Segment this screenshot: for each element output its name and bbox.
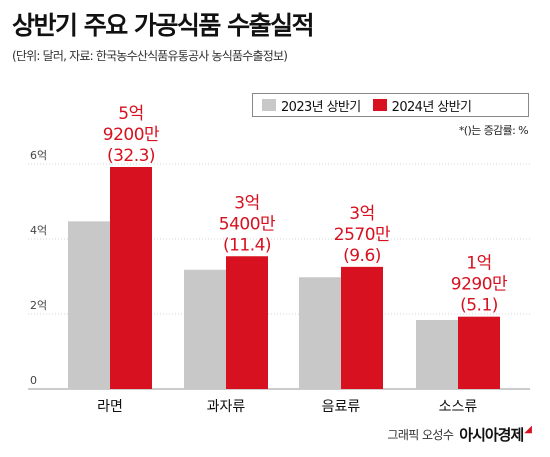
x-tick-label: 음료류: [322, 399, 361, 415]
legend-swatch-2024: [372, 99, 387, 111]
data-label: 5억: [118, 104, 143, 124]
bar-2024: [110, 167, 152, 389]
legend-item-2024: 2024년 상반기: [372, 96, 472, 115]
data-label: 5400만: [219, 214, 276, 234]
brand-logo: 아시아경제: [459, 426, 524, 444]
bar-2023: [299, 277, 341, 389]
data-label: 9290만: [451, 275, 508, 295]
y-tick-label: 6억: [30, 149, 47, 162]
data-label: 3억: [349, 204, 374, 224]
brand-mark-icon: ◢: [524, 424, 532, 435]
credit: 그래픽 오성수 아시아경제 ◢: [387, 424, 532, 445]
data-label: (9.6): [343, 246, 381, 266]
bar-2023: [68, 221, 110, 389]
data-label: 3억: [234, 193, 259, 213]
legend-label-2024: 2024년 상반기: [391, 99, 472, 115]
bar-2024: [458, 316, 500, 389]
data-label: (5.1): [460, 296, 498, 316]
growth-rate-note: *()는 증감률: %: [458, 124, 529, 137]
graphic-credit: 그래픽 오성수: [387, 428, 454, 442]
x-tick-label: 소스류: [439, 399, 478, 415]
y-tick-label: 2억: [30, 299, 47, 312]
data-label: 1억: [466, 254, 491, 274]
data-label: (32.3): [107, 146, 155, 166]
x-tick-label: 과자류: [207, 399, 246, 415]
x-tick-label: 라면: [97, 399, 123, 415]
legend: 2023년 상반기 2024년 상반기: [252, 93, 529, 117]
y-tick-label: 0: [30, 374, 37, 387]
y-tick-label: 4억: [30, 224, 47, 237]
bar-2024: [226, 256, 268, 389]
bar-2023: [184, 269, 226, 389]
bar-2023: [416, 320, 458, 389]
data-label: 9200만: [103, 125, 160, 145]
legend-label-2023: 2023년 상반기: [281, 99, 361, 115]
data-label: 2570만: [334, 225, 391, 245]
data-label: (11.4): [223, 235, 271, 255]
chart-title: 상반기 주요 가공식품 수출실적: [12, 11, 315, 40]
legend-swatch-2023: [262, 99, 276, 111]
chart-subtitle: (단위: 달러, 자료: 한국농수산식품유통공사 농식품수출정보): [12, 49, 288, 63]
bar-2024: [341, 266, 383, 389]
legend-item-2023: 2023년 상반기: [262, 96, 361, 115]
